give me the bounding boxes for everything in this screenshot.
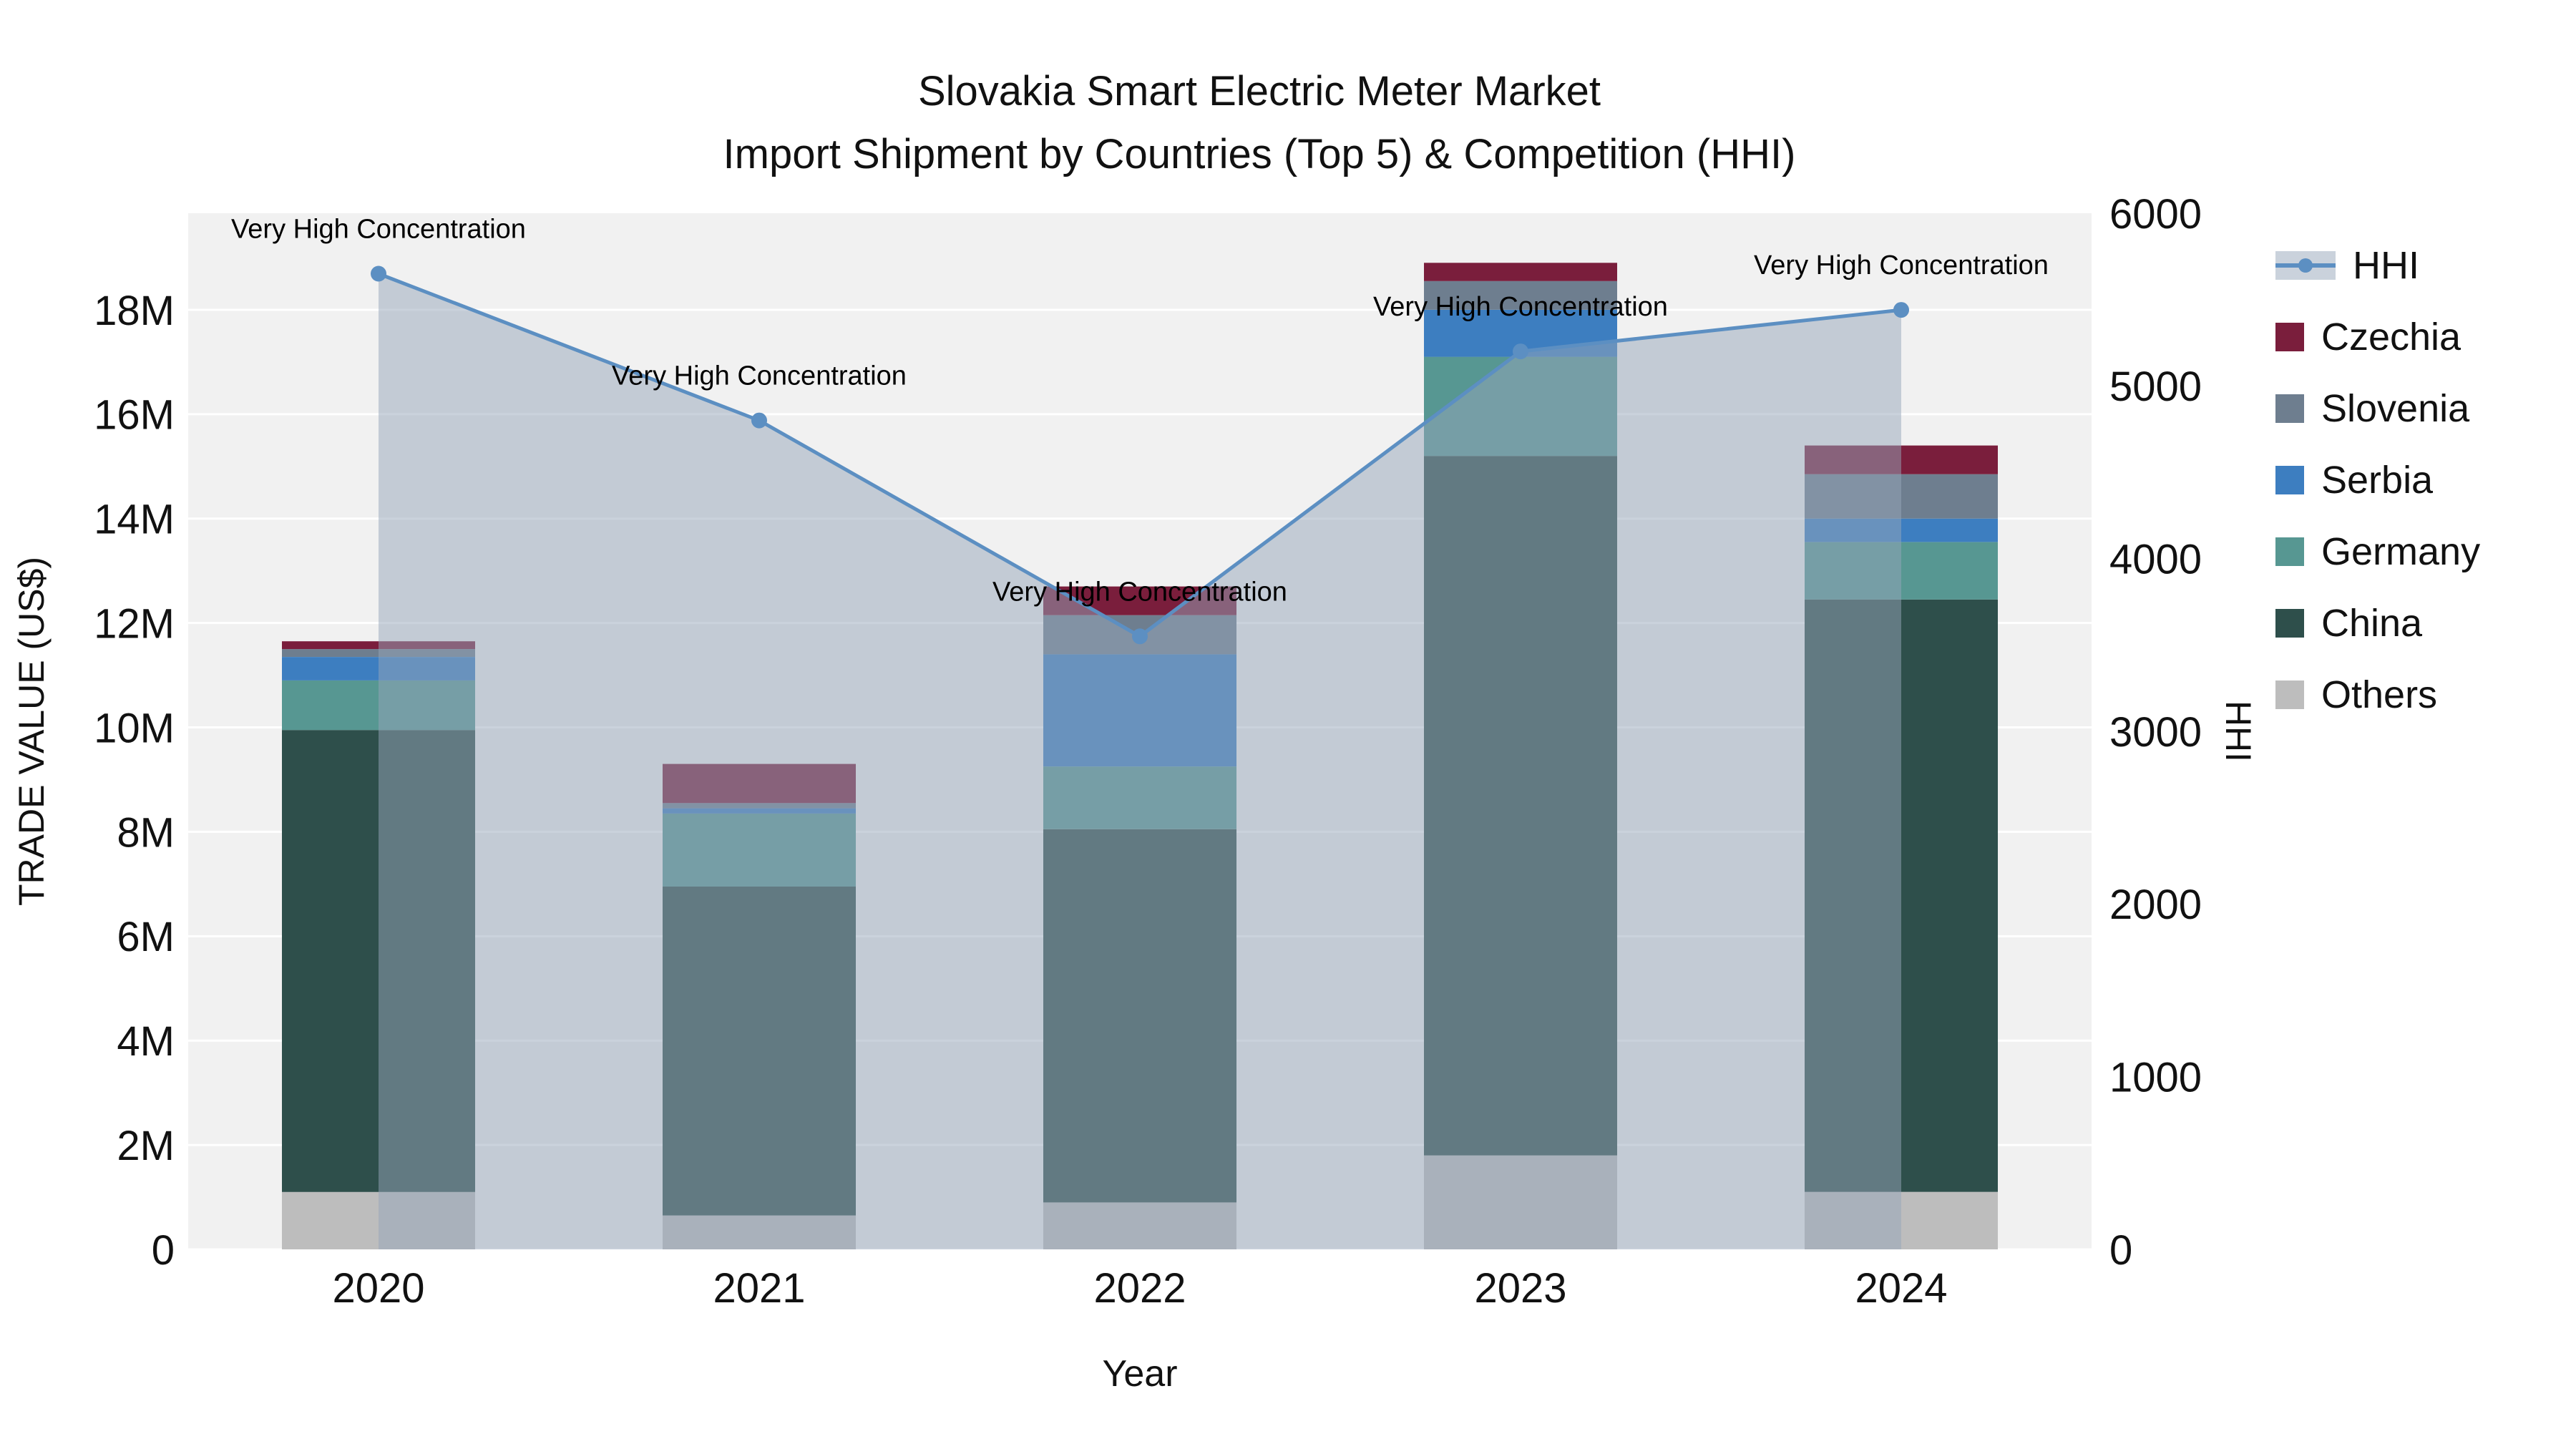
y-tick-label: 14M	[94, 497, 175, 543]
legend-swatch-icon	[2275, 323, 2304, 351]
y-tick-label: 16M	[94, 392, 175, 439]
legend-item-label: Others	[2321, 673, 2438, 716]
legend-item-slovenia[interactable]: Slovenia	[2275, 386, 2480, 431]
chart-title: Slovakia Smart Electric Meter Market	[917, 68, 1601, 114]
x-axis-title: Year	[1102, 1353, 1178, 1395]
y-tick-label: 2M	[117, 1123, 175, 1169]
legend-swatch-icon	[2275, 680, 2304, 709]
legend-item-czechia[interactable]: Czechia	[2275, 315, 2480, 359]
hhi-marker-2022[interactable]	[1132, 628, 1148, 645]
annotation-2024: Very High Concentration	[1754, 250, 2049, 280]
hhi-marker-2021[interactable]	[751, 412, 767, 429]
hhi-marker-2024[interactable]	[1893, 302, 1909, 318]
legend-line-icon	[2275, 251, 2336, 280]
legend-item-label: Germany	[2321, 530, 2481, 573]
legend-swatch-icon	[2275, 609, 2304, 638]
y2-tick-label: 0	[2109, 1227, 2132, 1274]
y2-tick-label: 2000	[2109, 882, 2202, 928]
legend-item-others[interactable]: Others	[2275, 673, 2480, 717]
legend-swatch-icon	[2275, 466, 2304, 494]
hhi-area	[379, 273, 1901, 1249]
y-tick-label: 0	[152, 1227, 175, 1274]
legend-item-germany[interactable]: Germany	[2275, 530, 2480, 574]
chart-title-block: Slovakia Smart Electric Meter Market Imp…	[723, 60, 1796, 186]
annotation-2022: Very High Concentration	[992, 577, 1287, 607]
y2-axis-title: HHI	[2218, 700, 2258, 763]
y-tick-label: 8M	[117, 809, 175, 856]
hhi-marker-2023[interactable]	[1513, 343, 1528, 360]
x-tick-label-2024: 2024	[1855, 1265, 1947, 1312]
annotation-2023: Very High Concentration	[1373, 292, 1668, 322]
y-tick-label: 4M	[117, 1018, 175, 1065]
bar-segment-czechia-2023[interactable]	[1424, 263, 1617, 281]
y2-tick-label: 1000	[2109, 1055, 2202, 1101]
legend: HHI Czechia Slovenia Serbia Germany China Othe…	[2275, 243, 2480, 717]
annotation-2021: Very High Concentration	[612, 361, 907, 391]
y-tick-label: 12M	[94, 600, 175, 647]
y-tick-label: 6M	[117, 914, 175, 960]
x-tick-label-2023: 2023	[1474, 1265, 1566, 1312]
y2-tick-label: 3000	[2109, 709, 2202, 756]
legend-swatch-icon	[2275, 394, 2304, 423]
y-tick-label: 18M	[94, 288, 175, 334]
hhi-marker-2020[interactable]	[371, 265, 386, 282]
legend-item-label: China	[2321, 602, 2423, 645]
y2-tick-label: 4000	[2109, 537, 2202, 583]
legend-swatch-icon	[2275, 537, 2304, 566]
chart-subtitle: Import Shipment by Countries (Top 5) & C…	[723, 131, 1796, 177]
bar-segment-slovenia-2023[interactable]	[1424, 280, 1617, 310]
legend-item-label: HHI	[2353, 244, 2419, 287]
annotation-2020: Very High Concentration	[231, 215, 526, 245]
y-tick-label: 10M	[94, 705, 175, 751]
x-tick-label-2022: 2022	[1093, 1265, 1186, 1312]
legend-item-hhi[interactable]: HHI	[2275, 243, 2480, 288]
y-axis-title: TRADE VALUE (US$)	[11, 556, 52, 907]
legend-item-label: Serbia	[2321, 459, 2434, 502]
legend-item-serbia[interactable]: Serbia	[2275, 458, 2480, 502]
x-tick-label-2021: 2021	[713, 1265, 805, 1312]
y2-tick-label: 6000	[2109, 191, 2202, 238]
legend-item-china[interactable]: China	[2275, 601, 2480, 645]
legend-item-label: Slovenia	[2321, 387, 2470, 430]
y2-tick-label: 5000	[2109, 364, 2202, 410]
legend-item-label: Czechia	[2321, 316, 2462, 358]
x-tick-label-2020: 2020	[332, 1265, 424, 1312]
